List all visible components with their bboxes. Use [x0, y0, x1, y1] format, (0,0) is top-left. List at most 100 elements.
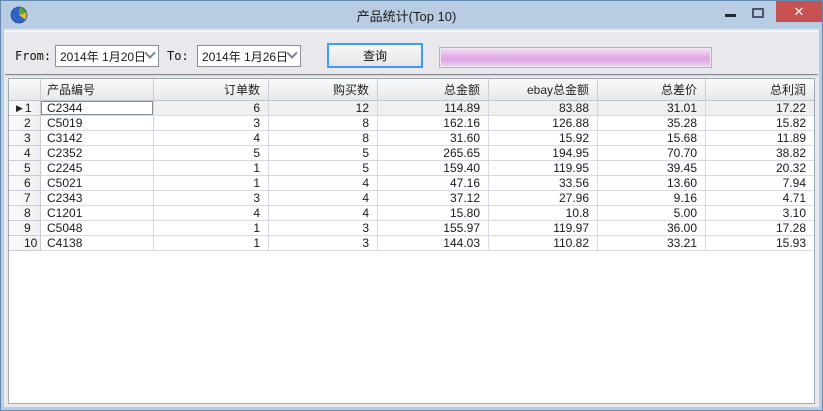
cell-orders[interactable]: 4 — [154, 206, 269, 221]
cell-orders[interactable]: 1 — [154, 161, 269, 176]
cell-profit[interactable]: 20.32 — [706, 161, 814, 176]
cell-total[interactable]: 47.16 — [378, 176, 489, 191]
cell-profit[interactable]: 11.89 — [706, 131, 814, 146]
table-row[interactable]: 6 C5021 1 4 47.16 33.56 13.60 7.94 — [9, 176, 814, 191]
row-header[interactable]: 10 — [9, 236, 41, 251]
cell-total[interactable]: 159.40 — [378, 161, 489, 176]
cell-orders[interactable]: 4 — [154, 131, 269, 146]
row-header[interactable]: 7 — [9, 191, 41, 206]
cell-total[interactable]: 162.16 — [378, 116, 489, 131]
cell-profit[interactable]: 3.10 — [706, 206, 814, 221]
column-header-profit[interactable]: 总利润 — [706, 79, 814, 101]
cell-ebay-total[interactable]: 10.8 — [489, 206, 598, 221]
cell-product[interactable]: C5019 — [41, 116, 154, 131]
row-header[interactable]: ▶ 1 — [9, 101, 41, 116]
table-row[interactable]: 8 C1201 4 4 15.80 10.8 5.00 3.10 — [9, 206, 814, 221]
cell-product[interactable]: C2245 — [41, 161, 154, 176]
cell-product[interactable]: C5048 — [41, 221, 154, 236]
table-row[interactable]: ▶ 1 C2344 6 12 114.89 83.88 31.01 17.22 — [9, 101, 814, 116]
column-header-purchases[interactable]: 购买数 — [269, 79, 378, 101]
cell-ebay-total[interactable]: 83.88 — [489, 101, 598, 116]
cell-total[interactable]: 114.89 — [378, 101, 489, 116]
row-header[interactable]: 4 — [9, 146, 41, 161]
cell-ebay-total[interactable]: 110.82 — [489, 236, 598, 251]
row-header[interactable]: 3 — [9, 131, 41, 146]
cell-profit[interactable]: 17.28 — [706, 221, 814, 236]
cell-diff[interactable]: 36.00 — [598, 221, 706, 236]
cell-product[interactable]: C2343 — [41, 191, 154, 206]
table-row[interactable]: 5 C2245 1 5 159.40 119.95 39.45 20.32 — [9, 161, 814, 176]
table-row[interactable]: 2 C5019 3 8 162.16 126.88 35.28 15.82 — [9, 116, 814, 131]
cell-diff[interactable]: 9.16 — [598, 191, 706, 206]
cell-diff[interactable]: 15.68 — [598, 131, 706, 146]
row-header[interactable]: 6 — [9, 176, 41, 191]
cell-profit[interactable]: 38.82 — [706, 146, 814, 161]
cell-diff[interactable]: 70.70 — [598, 146, 706, 161]
column-header-ebay-total[interactable]: ebay总金额 — [489, 79, 598, 101]
cell-diff[interactable]: 31.01 — [598, 101, 706, 116]
cell-total[interactable]: 155.97 — [378, 221, 489, 236]
cell-diff[interactable]: 39.45 — [598, 161, 706, 176]
cell-total[interactable]: 31.60 — [378, 131, 489, 146]
close-button[interactable]: ✕ — [776, 1, 822, 22]
cell-orders[interactable]: 1 — [154, 221, 269, 236]
from-date-picker[interactable]: 2014年 1月20日 — [55, 45, 159, 67]
cell-product[interactable]: C2344 — [41, 101, 154, 116]
cell-ebay-total[interactable]: 15.92 — [489, 131, 598, 146]
minimize-button[interactable] — [716, 1, 744, 23]
column-header-orders[interactable]: 订单数 — [154, 79, 269, 101]
titlebar[interactable]: 产品统计(Top 10) ✕ — [1, 1, 822, 29]
table-row[interactable]: 9 C5048 1 3 155.97 119.97 36.00 17.28 — [9, 221, 814, 236]
cell-ebay-total[interactable]: 33.56 — [489, 176, 598, 191]
cell-purchases[interactable]: 4 — [269, 191, 378, 206]
cell-ebay-total[interactable]: 119.97 — [489, 221, 598, 236]
row-header[interactable]: 8 — [9, 206, 41, 221]
cell-profit[interactable]: 15.93 — [706, 236, 814, 251]
cell-profit[interactable]: 4.71 — [706, 191, 814, 206]
column-header-total[interactable]: 总金额 — [378, 79, 489, 101]
cell-purchases[interactable]: 3 — [269, 221, 378, 236]
cell-diff[interactable]: 13.60 — [598, 176, 706, 191]
cell-ebay-total[interactable]: 126.88 — [489, 116, 598, 131]
cell-ebay-total[interactable]: 119.95 — [489, 161, 598, 176]
cell-total[interactable]: 144.03 — [378, 236, 489, 251]
cell-ebay-total[interactable]: 194.95 — [489, 146, 598, 161]
cell-orders[interactable]: 5 — [154, 146, 269, 161]
cell-total[interactable]: 15.80 — [378, 206, 489, 221]
column-header-product[interactable]: 产品编号 — [41, 79, 154, 101]
row-header-corner[interactable] — [9, 79, 41, 101]
cell-profit[interactable]: 7.94 — [706, 176, 814, 191]
cell-profit[interactable]: 17.22 — [706, 101, 814, 116]
table-row[interactable]: 7 C2343 3 4 37.12 27.96 9.16 4.71 — [9, 191, 814, 206]
cell-total[interactable]: 265.65 — [378, 146, 489, 161]
cell-total[interactable]: 37.12 — [378, 191, 489, 206]
column-header-diff[interactable]: 总差价 — [598, 79, 706, 101]
cell-product[interactable]: C5021 — [41, 176, 154, 191]
cell-product[interactable]: C2352 — [41, 146, 154, 161]
cell-diff[interactable]: 33.21 — [598, 236, 706, 251]
cell-orders[interactable]: 1 — [154, 236, 269, 251]
cell-profit[interactable]: 15.82 — [706, 116, 814, 131]
table-row[interactable]: 10 C4138 1 3 144.03 110.82 33.21 15.93 — [9, 236, 814, 251]
cell-orders[interactable]: 1 — [154, 176, 269, 191]
cell-purchases[interactable]: 4 — [269, 206, 378, 221]
cell-orders[interactable]: 3 — [154, 191, 269, 206]
row-header[interactable]: 2 — [9, 116, 41, 131]
table-row[interactable]: 4 C2352 5 5 265.65 194.95 70.70 38.82 — [9, 146, 814, 161]
to-date-picker[interactable]: 2014年 1月26日 — [197, 45, 301, 67]
cell-diff[interactable]: 5.00 — [598, 206, 706, 221]
row-header[interactable]: 5 — [9, 161, 41, 176]
cell-purchases[interactable]: 8 — [269, 131, 378, 146]
maximize-button[interactable] — [744, 1, 772, 23]
cell-purchases[interactable]: 4 — [269, 176, 378, 191]
cell-product[interactable]: C3142 — [41, 131, 154, 146]
query-button[interactable]: 查询 — [327, 43, 423, 68]
cell-purchases[interactable]: 8 — [269, 116, 378, 131]
table-row[interactable]: 3 C3142 4 8 31.60 15.92 15.68 11.89 — [9, 131, 814, 146]
cell-purchases[interactable]: 5 — [269, 161, 378, 176]
cell-purchases[interactable]: 3 — [269, 236, 378, 251]
cell-product[interactable]: C1201 — [41, 206, 154, 221]
cell-orders[interactable]: 3 — [154, 116, 269, 131]
cell-product[interactable]: C4138 — [41, 236, 154, 251]
cell-purchases[interactable]: 12 — [269, 101, 378, 116]
